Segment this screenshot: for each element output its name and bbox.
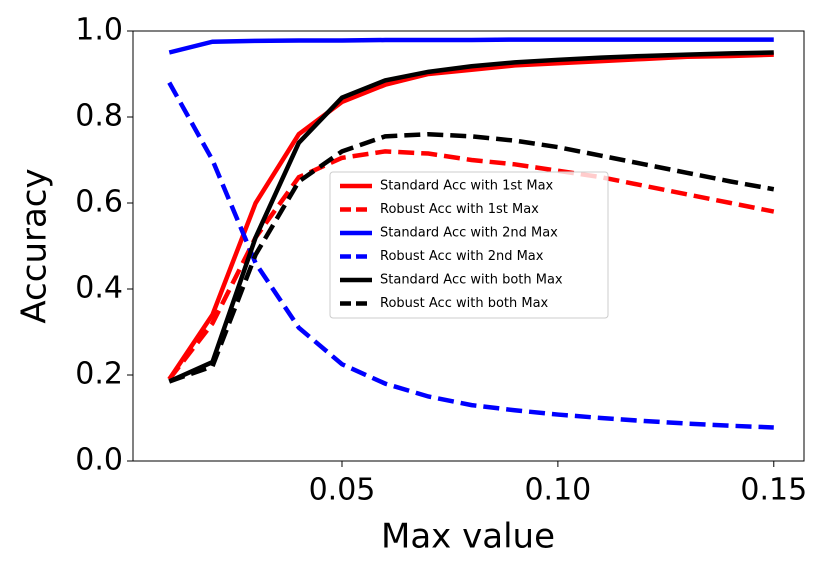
y-tick-label: 0.2 — [75, 357, 123, 392]
legend-label: Robust Acc with 2nd Max — [380, 249, 544, 264]
series-line — [167, 81, 774, 430]
y-tick-label: 0.0 — [75, 443, 123, 478]
x-tick-label: 0.15 — [740, 473, 807, 508]
legend-box — [329, 171, 609, 319]
legend: Standard Acc with 1st Max Robust Acc with… — [329, 171, 609, 319]
y-axis-label: Accuracy — [15, 168, 55, 323]
y-tick-label: 0.4 — [75, 271, 123, 306]
legend-label: Robust Acc with 1st Max — [380, 202, 539, 217]
legend-label: Robust Acc with both Max — [380, 296, 549, 311]
legend-label: Standard Acc with both Max — [380, 273, 563, 288]
x-tick-label: 0.05 — [309, 473, 376, 508]
series-line — [168, 37, 774, 55]
series-line — [167, 149, 775, 381]
plot-frame — [132, 30, 805, 462]
series-line — [168, 131, 775, 384]
y-tick-label: 0.6 — [75, 185, 123, 220]
legend-label: Standard Acc with 2nd Max — [380, 226, 558, 241]
series-line — [167, 52, 774, 381]
y-tick-label: 0.8 — [75, 99, 123, 134]
x-axis-label: Max value — [381, 517, 555, 557]
x-tick-label: 0.10 — [524, 473, 591, 508]
series-line — [168, 50, 774, 384]
y-tick-label: 1.0 — [75, 13, 123, 48]
legend-label: Standard Acc with 1st Max — [380, 179, 554, 194]
